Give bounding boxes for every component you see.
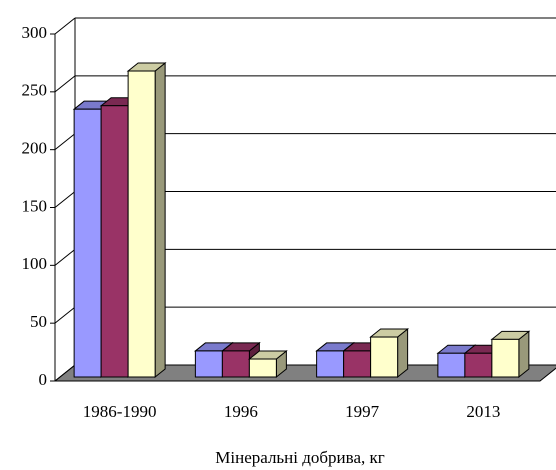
x-axis-title: Мінеральні добрива, кг [215, 448, 384, 467]
grid-line [54, 306, 76, 324]
grid-line [54, 191, 76, 208]
bar-front [491, 338, 520, 378]
bar-front [464, 352, 493, 378]
x-tick-label: 1986-1990 [83, 402, 157, 421]
bar-front [248, 358, 277, 378]
y-tick-label: 50 [30, 312, 47, 331]
bar-front [73, 108, 102, 378]
bar-front [437, 352, 466, 378]
x-tick-label: 2013 [466, 402, 500, 421]
bar [247, 349, 288, 379]
bar-front [221, 350, 250, 378]
y-tick-label: 200 [22, 139, 48, 158]
bar-front [127, 70, 156, 378]
bar [490, 330, 531, 379]
y-tick-label: 100 [22, 254, 48, 273]
grid-line [54, 248, 76, 266]
y-tick-label: 300 [22, 23, 48, 42]
grid-line [54, 17, 76, 35]
bar-front [370, 336, 399, 378]
x-tick-label: 1996 [224, 402, 258, 421]
bar-front [316, 350, 345, 378]
y-tick-label: 150 [22, 196, 48, 215]
bar-front [194, 350, 223, 378]
bar-side [154, 61, 166, 379]
grid-line [54, 133, 76, 151]
grid-line [54, 75, 76, 93]
y-tick-label: 0 [39, 370, 48, 389]
bar [193, 341, 234, 379]
grid-line [54, 364, 76, 382]
bar [126, 61, 167, 379]
bar-front [100, 105, 129, 378]
x-tick-label: 1997 [345, 402, 380, 421]
bar-front [343, 350, 372, 378]
bar [369, 328, 410, 379]
y-tick-label: 250 [22, 81, 48, 100]
